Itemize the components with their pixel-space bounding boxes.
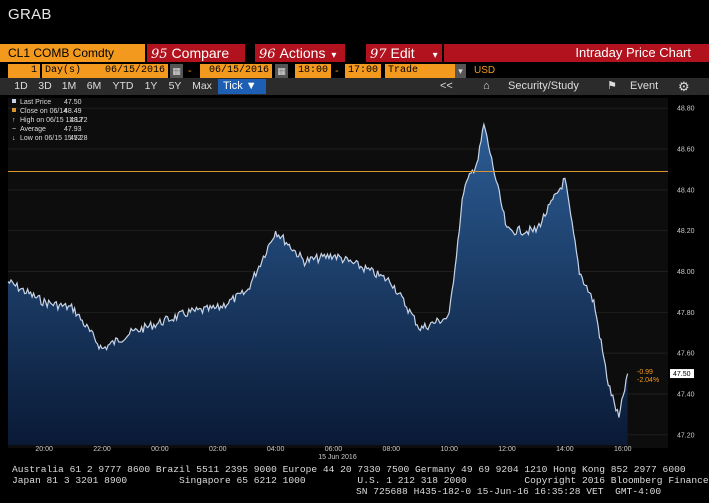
legend-low-label: Low on 06/15 15:52 [20,135,82,142]
legend-avg-icon: ~ [12,126,16,133]
range-button-1y[interactable]: 1Y [144,80,158,92]
legend-high-label: High on 06/15 11:12 [20,117,83,124]
field-select[interactable]: Trade [385,64,455,78]
range-button-1d[interactable]: 1D [14,80,28,92]
change-percent: -2.04% [637,377,659,384]
chart-icon[interactable]: ⌂ [483,80,490,92]
legend-low-icon: ↓ [12,135,16,142]
footer [0,462,709,503]
price-area [8,124,628,446]
y-tick-label: 48.40 [677,187,695,194]
y-tick-label: 48.00 [677,269,695,276]
x-tick-label: 16:00 [614,446,632,453]
actions-button[interactable]: 96 Actions ▾ [255,44,345,62]
field-dropdown-icon[interactable]: ▾ [455,64,466,78]
compare-num: 95 [151,47,168,62]
y-tick-label: 47.40 [677,391,695,398]
gear-icon[interactable]: ⚙ [678,79,690,94]
x-tick-label: 02:00 [209,446,227,453]
end-date-field[interactable]: 06/15/2016 [200,64,272,78]
x-tick-label: 00:00 [151,446,169,453]
last-price-tag-text: 47.50 [673,371,691,378]
x-tick-label: 22:00 [93,446,111,453]
tick-dropdown[interactable]: Tick ▼ [218,79,266,94]
x-tick-label: 10:00 [440,446,458,453]
edit-label: Edit [390,45,415,61]
legend-avg-label: Average [20,126,46,133]
legend-close-value: 48.49 [64,108,82,115]
actions-num: 96 [259,47,276,62]
compare-label: Compare [171,45,230,61]
y-tick-label: 47.60 [677,351,695,358]
range-button-5y[interactable]: 5Y [168,80,182,92]
price-line [7,122,629,418]
date-separator: - [188,65,192,77]
actions-label: Actions [279,45,326,61]
start-time-field[interactable]: 18:00 [295,64,331,78]
edit-num: 97 [370,47,387,62]
currency-label[interactable]: USD [474,65,496,76]
x-axis: 20:00 22:00 00:00 02:00 04:00 06:00 08:00 10:00… [35,446,631,453]
last-price-tag [670,369,694,379]
y-tick-label: 47.20 [677,432,695,439]
flag-icon[interactable]: ⚑ [607,80,617,92]
x-tick-label: 12:00 [498,446,516,453]
footer-session: SN 725688 H435-182-0 15-Jun-16 16:35:28 … [356,486,662,497]
footer-contacts-1: Australia 61 2 9777 8600 Brazil 5511 239… [12,464,686,475]
compare-button[interactable]: 95 Compare [147,44,245,62]
footer-contacts-2: Japan 81 3 3201 8900 Singapore 65 6212 1… [12,475,709,486]
x-tick-label: 08:00 [383,446,401,453]
end-time-field[interactable]: 17:00 [345,64,381,78]
x-date-label: 15 Jun 2016 [318,454,357,461]
collapse-button[interactable]: << [440,80,453,92]
x-tick-label: 14:00 [556,446,574,453]
price-chart[interactable]: 48.80 48.60 48.40 48.20 48.00 47.80 47.60 47.40… [0,95,709,462]
range-button-ytd[interactable]: YTD [112,80,134,92]
y-tick-label: 48.20 [677,228,695,235]
legend-high-value: 48.72 [70,117,88,124]
x-tick-label: 20:00 [35,446,53,453]
legend-last-swatch [12,99,16,103]
change-absolute: -0.99 [637,369,653,376]
x-tick-label: 06:00 [325,446,343,453]
edit-caret-icon: ▾ [432,50,438,61]
event-button[interactable]: Event [630,80,659,92]
actions-caret-icon: ▾ [331,50,337,61]
start-date-field[interactable]: 06/15/2016 [96,64,168,78]
edit-button[interactable]: 97 Edit ▾ [366,44,442,62]
period-count-field[interactable]: 1 [8,64,40,78]
time-separator: - [335,65,339,77]
range-button-max[interactable]: Max [192,80,212,92]
legend-last-label: Last Price [20,99,51,106]
security-study-button[interactable]: Security/Study [508,80,579,92]
range-row [0,78,709,95]
ticker-field[interactable]: CL1 COMB Comdty [0,44,145,62]
legend: Last Price 47.50 Close on 06/14 48.49 ↑ … [12,99,88,142]
y-tick-label: 47.80 [677,310,695,317]
end-calendar-icon[interactable]: ▦ [275,64,288,78]
legend-last-value: 47.50 [64,99,82,106]
start-calendar-icon[interactable]: ▦ [170,64,183,78]
y-tick-label: 48.60 [677,147,695,154]
x-tick-label: 04:00 [267,446,285,453]
y-axis: 48.80 48.60 48.40 48.20 48.00 47.80 47.60 47.40… [677,106,695,440]
range-button-6m[interactable]: 6M [86,80,102,92]
legend-low-value: 47.28 [70,135,88,142]
chart-title: Intraday Price Chart [444,44,709,62]
legend-avg-value: 47.93 [64,126,82,133]
legend-close-label: Close on 06/14 [20,108,67,115]
range-button-1m[interactable]: 1M [61,80,77,92]
legend-high-icon: ↑ [12,117,16,124]
window-title: GRAB [8,6,52,23]
y-tick-label: 48.80 [677,106,695,113]
range-button-3d[interactable]: 3D [38,80,52,92]
legend-close-swatch [12,108,16,112]
